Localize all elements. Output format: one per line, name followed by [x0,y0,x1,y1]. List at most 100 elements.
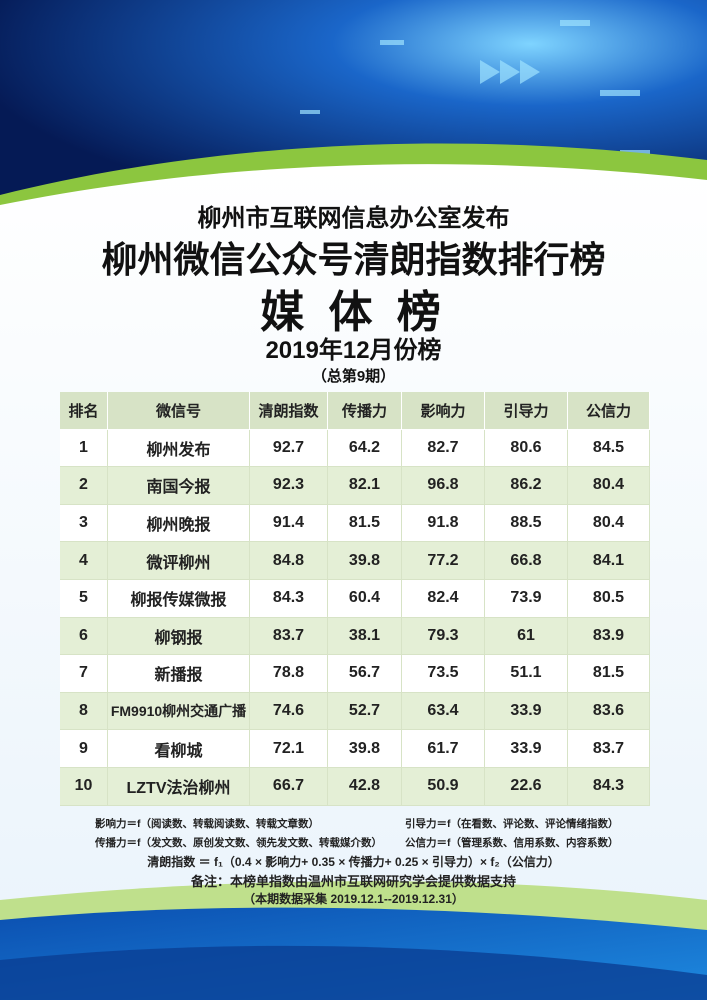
column-header: 引导力 [485,392,568,430]
ranking-table: 排名 微信号 清朗指数 传播力 影响力 引导力 公信力 1 柳州发布 92.7 64.2 82.7 80… [60,392,650,806]
column-header: 影响力 [402,392,485,430]
score: 73.5 [402,655,485,693]
score: 77.2 [402,542,485,580]
score: 91.4 [250,504,328,543]
rank: 1 [60,429,108,468]
score: 83.9 [568,617,650,656]
rank: 9 [60,730,108,768]
score: 63.4 [402,692,485,731]
score: 78.8 [250,655,328,693]
score: 74.6 [250,692,328,731]
score: 91.8 [402,504,485,543]
footnote: 公信力＝f（管理系数、信用系数、内容系数） [405,837,619,849]
rank: 2 [60,467,108,505]
rank: 5 [60,579,108,618]
column-header: 传播力 [328,392,402,430]
score: 33.9 [485,730,568,768]
score: 92.7 [250,429,328,468]
rank: 8 [60,692,108,731]
issue: （总第9期） [311,368,396,385]
score: 81.5 [568,655,650,693]
score: 84.3 [568,767,650,806]
score: 33.9 [485,692,568,731]
table-row: 3 柳州晚报 91.4 81.5 91.8 88.5 80.4 [60,504,650,543]
score: 66.8 [485,542,568,580]
score: 82.1 [328,467,402,505]
score: 52.7 [328,692,402,731]
score: 84.1 [568,542,650,580]
account-name: 柳钢报 [108,617,250,656]
score: 50.9 [402,767,485,806]
account-name: 看柳城 [108,730,250,768]
rank: 3 [60,504,108,543]
score: 84.5 [568,429,650,468]
score: 61.7 [402,730,485,768]
table-row: 8 FM9910柳州交通广播 74.6 52.7 63.4 33.9 83.6 [60,692,650,731]
column-header: 微信号 [108,392,250,430]
formula: 清朗指数 ＝ f₁（0.4 × 影响力+ 0.35 × 传播力+ 0.25 × … [147,855,560,869]
rank: 4 [60,542,108,580]
column-header: 排名 [60,392,108,430]
table-row: 6 柳钢报 83.7 38.1 79.3 61 83.9 [60,617,650,656]
rank: 6 [60,617,108,656]
header-row: 排名 微信号 清朗指数 传播力 影响力 引导力 公信力 [60,392,650,430]
score: 39.8 [328,730,402,768]
table-row: 9 看柳城 72.1 39.8 61.7 33.9 83.7 [60,730,650,768]
table-row: 4 微评柳州 84.8 39.8 77.2 66.8 84.1 [60,542,650,580]
account-name: 新播报 [108,655,250,693]
score: 72.1 [250,730,328,768]
account-name: 柳州晚报 [108,504,250,543]
score: 80.4 [568,467,650,505]
footnote: 传播力＝f（发文数、原创发文数、领先发文数、转载媒介数） [95,837,382,849]
score: 84.3 [250,579,328,618]
footnote: 影响力＝f（阅读数、转载阅读数、转载文章数） [95,818,319,830]
score: 83.7 [568,730,650,768]
table-row: 10 LZTV法治柳州 66.7 42.8 50.9 22.6 84.3 [60,767,650,806]
score: 51.1 [485,655,568,693]
table-row: 1 柳州发布 92.7 64.2 82.7 80.6 84.5 [60,429,650,468]
score: 82.7 [402,429,485,468]
score: 83.7 [250,617,328,656]
score: 22.6 [485,767,568,806]
remark: 备注：本榜单指数由温州市互联网研究学会提供数据支持 [190,874,516,889]
period: 2019年12月份榜 [265,337,442,364]
score: 38.1 [328,617,402,656]
score: 73.9 [485,579,568,618]
account-name: 柳报传媒微报 [108,579,250,618]
account-name: FM9910柳州交通广播 [108,692,250,731]
account-name: LZTV法治柳州 [108,767,250,806]
score: 88.5 [485,504,568,543]
score: 83.6 [568,692,650,731]
score: 80.6 [485,429,568,468]
score: 79.3 [402,617,485,656]
data-period: （本期数据采集 2019.12.1--2019.12.31） [243,892,464,906]
publisher: 柳州市互联网信息办公室发布 [197,205,510,232]
score: 64.2 [328,429,402,468]
account-name: 微评柳州 [108,542,250,580]
subtitle: 媒 体 榜 [260,288,447,337]
column-header: 公信力 [568,392,650,430]
score: 60.4 [328,579,402,618]
account-name: 柳州发布 [108,429,250,468]
rank: 7 [60,655,108,693]
score: 86.2 [485,467,568,505]
score: 39.8 [328,542,402,580]
column-header: 清朗指数 [250,392,328,430]
account-name: 南国今报 [108,467,250,505]
score: 92.3 [250,467,328,505]
score: 66.7 [250,767,328,806]
score: 56.7 [328,655,402,693]
footnote: 引导力＝f（在看数、评论数、评论情绪指数） [405,818,619,830]
table-row: 7 新播报 78.8 56.7 73.5 51.1 81.5 [60,655,650,693]
score: 61 [485,617,568,656]
rank: 10 [60,767,108,806]
score: 80.5 [568,579,650,618]
score: 42.8 [328,767,402,806]
title: 柳州微信公众号清朗指数排行榜 [101,239,606,280]
score: 82.4 [402,579,485,618]
score: 84.8 [250,542,328,580]
table-row: 2 南国今报 92.3 82.1 96.8 86.2 80.4 [60,467,650,505]
score: 81.5 [328,504,402,543]
score: 80.4 [568,504,650,543]
